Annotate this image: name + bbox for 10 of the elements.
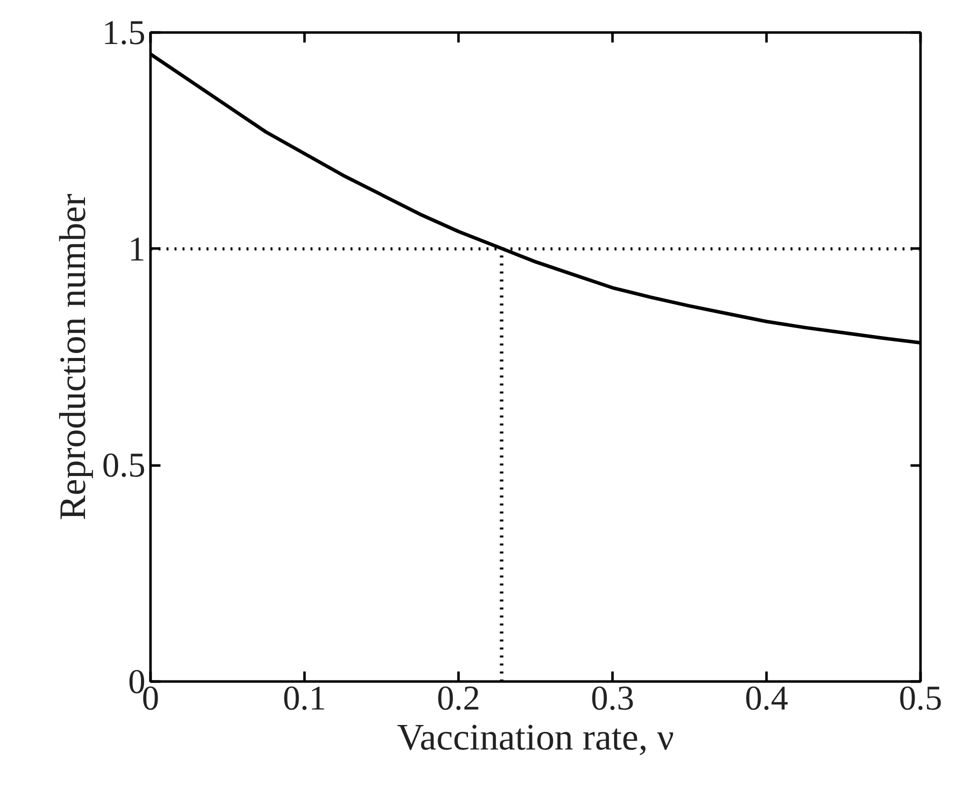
y-tick-label: 0.5 [102,446,146,485]
y-tick-label: 1 [128,230,146,268]
x-tick-label: 0.2 [436,680,480,718]
y-tick-label: 1.5 [102,14,146,52]
x-tick-label: 0.4 [744,680,788,718]
x-axis-title: Vaccination rate, ν [396,718,674,758]
x-tick-label: 0.1 [282,680,326,718]
x-tick-label: 0.3 [590,680,634,718]
x-tick-label: 0.5 [898,680,942,718]
y-axis-title: Reproduction number [53,193,94,520]
